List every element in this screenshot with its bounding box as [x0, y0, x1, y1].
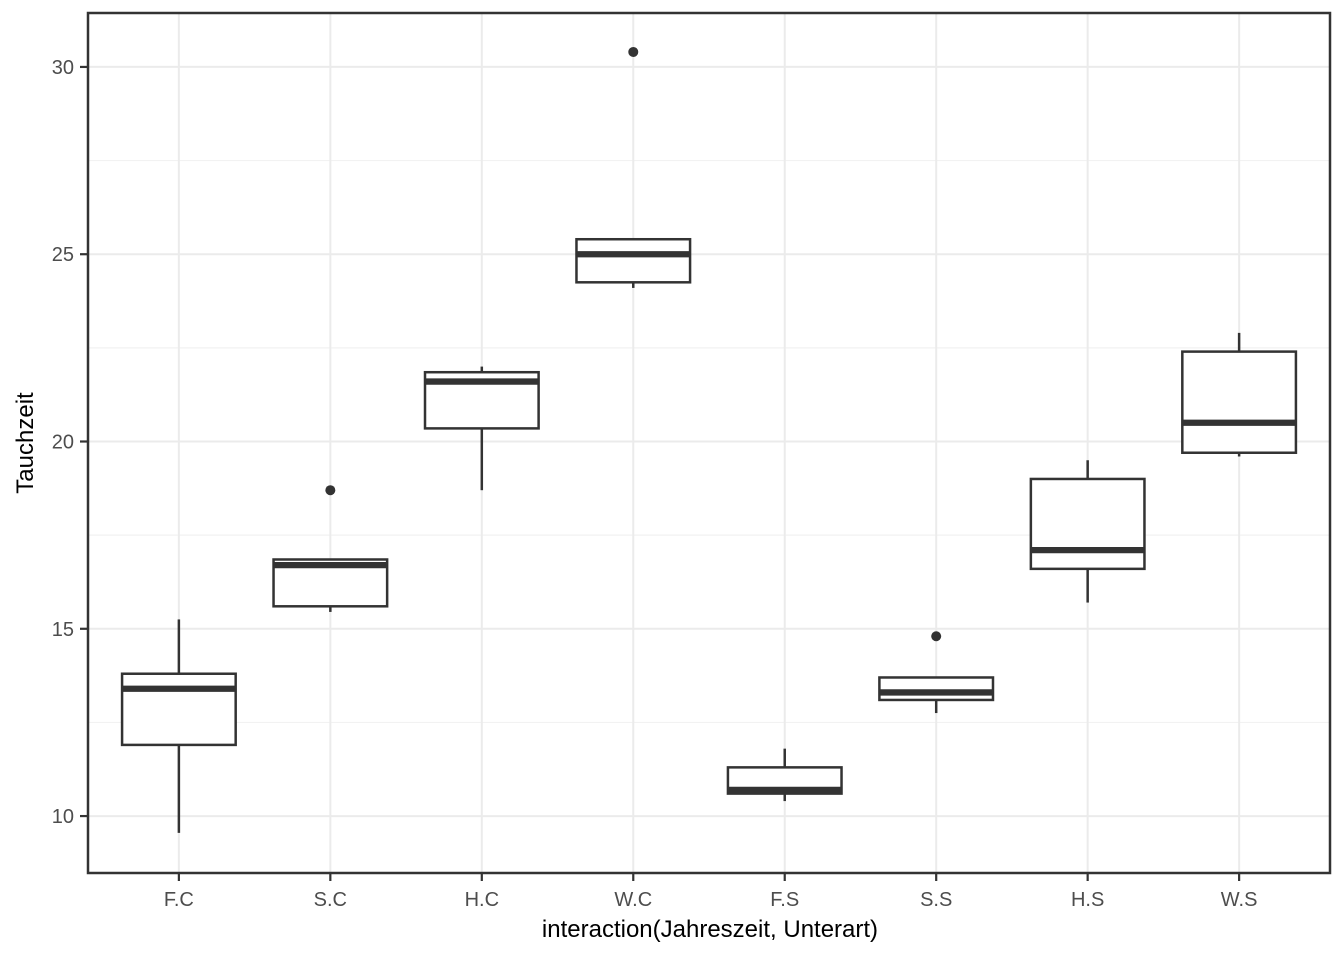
y-tick-label: 20	[52, 432, 74, 454]
outlier-point	[931, 631, 942, 642]
boxplot-S.S	[878, 631, 995, 714]
boxplot-W.S	[1181, 332, 1298, 457]
boxplot-F.C	[120, 619, 237, 833]
boxplot-H.C	[423, 366, 540, 491]
box-iqr	[575, 237, 692, 284]
panel-background	[88, 13, 1330, 873]
outlier-point	[325, 485, 336, 496]
x-tick-label: W.S	[1221, 889, 1258, 911]
outlier-point	[628, 46, 639, 57]
boxplot-W.C	[575, 46, 692, 288]
x-tick-label: F.S	[770, 889, 799, 911]
x-tick-label: F.C	[164, 889, 194, 911]
boxplot-F.S	[726, 748, 843, 802]
x-tick-label: S.C	[314, 889, 347, 911]
x-tick-label: S.S	[920, 889, 952, 911]
y-tick-label: 25	[52, 244, 74, 266]
boxplot-H.S	[1029, 460, 1146, 603]
box-iqr	[1029, 477, 1146, 571]
y-tick-label: 30	[52, 57, 74, 79]
y-tick-label: 10	[52, 806, 74, 828]
box-iqr	[1181, 350, 1298, 454]
x-tick-label: H.S	[1071, 889, 1104, 911]
x-tick-label: W.C	[614, 889, 652, 911]
x-axis-title: interaction(Jahreszeit, Unterart)	[541, 916, 879, 943]
panel-border	[86, 11, 1332, 875]
x-tick-label: H.C	[465, 889, 499, 911]
y-axis-title: Tauchzeit	[12, 392, 39, 494]
boxplot-S.C	[272, 485, 389, 612]
box-iqr	[120, 672, 237, 747]
y-tick-label: 15	[52, 619, 74, 641]
box-iqr	[878, 676, 995, 702]
